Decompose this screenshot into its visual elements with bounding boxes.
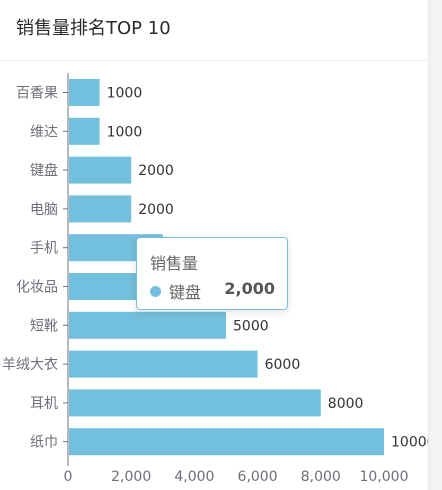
card-title: 销售量排名TOP 10 — [16, 18, 171, 39]
value-label: 1000 — [107, 124, 143, 140]
card-header: 销售量排名TOP 10 — [0, 0, 428, 61]
tooltip-series-marker — [150, 286, 161, 297]
category-label: 手机 — [30, 241, 58, 257]
bar-9 — [69, 389, 321, 417]
category-label: 纸巾 — [30, 435, 58, 451]
x-tick-label: 0 — [64, 469, 73, 485]
x-tick-label: 6,000 — [238, 469, 278, 485]
tooltip-series-name: 键盘 — [169, 283, 202, 302]
x-tick-label: 10,000 — [360, 469, 409, 485]
bar-7 — [69, 311, 226, 339]
bar-10 — [69, 428, 384, 456]
tooltip-value: 2,000 — [224, 279, 275, 298]
value-label: 2000 — [138, 202, 174, 218]
bar-8 — [69, 350, 258, 378]
category-label: 百香果 — [16, 86, 58, 102]
category-label: 电脑 — [30, 202, 58, 218]
category-label: 耳机 — [30, 396, 58, 412]
category-label: 羊绒大衣 — [2, 357, 58, 373]
value-label: 5000 — [233, 318, 269, 334]
bar-2 — [69, 117, 100, 145]
value-label: 6000 — [265, 357, 301, 373]
category-label: 短靴 — [30, 318, 58, 334]
x-tick-label: 8,000 — [301, 469, 341, 485]
tooltip-title: 销售量 — [150, 254, 199, 273]
bar-3 — [69, 156, 132, 184]
chart-tooltip: 销售量 键盘 2,000 — [136, 237, 288, 310]
scroll-strip[interactable] — [428, 0, 442, 490]
x-tick-label: 2,000 — [111, 469, 151, 485]
value-label: 8000 — [328, 396, 364, 412]
value-label: 1000 — [107, 86, 143, 102]
category-label: 维达 — [30, 124, 58, 140]
value-label: 2000 — [138, 163, 174, 179]
bar-1 — [69, 79, 100, 106]
category-label: 化妆品 — [16, 280, 58, 296]
x-tick-label: 4,000 — [174, 469, 214, 485]
category-label: 键盘 — [30, 162, 58, 179]
bar-4 — [69, 195, 132, 223]
